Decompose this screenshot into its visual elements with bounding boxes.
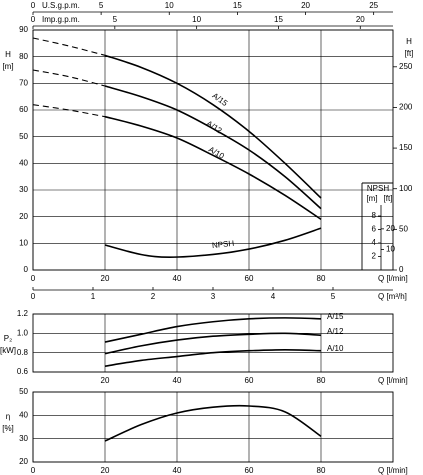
- x-tick-label: 0: [31, 1, 36, 10]
- y-tick-label: 40: [19, 410, 28, 419]
- x-tick-label: 10: [192, 15, 201, 24]
- y-tick-label: 4: [372, 238, 377, 247]
- x-tick-label: 5: [113, 15, 118, 24]
- curve-label: A/10: [327, 344, 344, 353]
- y2-tick-label: 250: [399, 62, 413, 71]
- y-tick-label: 50: [19, 132, 28, 141]
- y-unit: [m]: [366, 194, 377, 203]
- y-tick-label: 20: [19, 457, 28, 466]
- curve: [104, 115, 322, 220]
- x-tick-label: 20: [101, 274, 110, 283]
- x-tick-label: 80: [317, 274, 326, 283]
- x-tick-label: 10: [165, 1, 174, 10]
- x-tick-label: 5: [99, 1, 104, 10]
- x-tick-label: 0: [31, 274, 36, 283]
- y-tick-label: 10: [19, 238, 28, 247]
- x-axis-label: Q [l/min]: [378, 466, 408, 475]
- y2-axis-label: H: [406, 37, 412, 46]
- curve: [104, 332, 322, 355]
- y-tick-label: 0.8: [17, 348, 29, 357]
- x-tick-label: 5: [331, 292, 336, 301]
- y2-tick-label: 200: [399, 103, 413, 112]
- secondary-axis-label: Q [m³/h]: [378, 292, 407, 301]
- x-tick-label: 60: [245, 274, 254, 283]
- curve-label: NPSH: [211, 239, 234, 250]
- y-tick-label: 0.6: [17, 367, 29, 376]
- x-tick-label: 20: [101, 376, 110, 385]
- x-tick-label: 2: [151, 292, 156, 301]
- x-tick-label: 25: [369, 1, 378, 10]
- y-axis-label: P₂: [4, 334, 12, 343]
- x-axis-label: Q [l/min]: [378, 274, 408, 283]
- x-tick-label: 80: [317, 376, 326, 385]
- secondary-axis-label: U.S.g.p.m.: [42, 1, 80, 10]
- y-tick-label: 90: [19, 25, 28, 34]
- y-tick-label: 8: [372, 211, 377, 220]
- x-tick-label: 80: [317, 466, 326, 475]
- y-tick-label: 0: [24, 265, 29, 274]
- y-tick-label: 40: [19, 158, 28, 167]
- y-tick-label: 1.0: [17, 328, 29, 337]
- x-tick-label: 40: [173, 274, 182, 283]
- plot-frame: [32, 313, 394, 373]
- x-tick-label: 3: [211, 292, 216, 301]
- y-tick-label: 70: [19, 78, 28, 87]
- y-axis-unit: [kW]: [0, 346, 16, 355]
- x-tick-label: 40: [173, 466, 182, 475]
- x-tick-label: 15: [274, 15, 283, 24]
- y2-tick-label: 0: [399, 265, 404, 274]
- curve: [104, 317, 322, 343]
- y2-unit: [ft]: [384, 194, 393, 203]
- y-axis-label: η: [6, 412, 10, 421]
- y-tick-label: 20: [19, 212, 28, 221]
- y2-tick-label: 10: [386, 245, 395, 254]
- curve: [104, 85, 322, 210]
- y-axis-unit: [%]: [2, 424, 14, 433]
- y2-tick-label: 50: [399, 224, 408, 233]
- y-axis-unit: [m]: [2, 62, 13, 71]
- x-tick-label: 15: [233, 1, 242, 10]
- x-tick-label: 4: [271, 292, 276, 301]
- y2-tick-label: 100: [399, 184, 413, 193]
- curve: [104, 227, 322, 258]
- y2-axis-unit: [ft]: [405, 49, 414, 58]
- y-tick-label: 60: [19, 105, 28, 114]
- y-tick-label: 2: [372, 252, 377, 261]
- x-axis-label: Q [l/min]: [378, 376, 408, 385]
- curve-label: A/12: [327, 327, 344, 336]
- x-tick-label: 20: [101, 466, 110, 475]
- x-tick-label: 0: [31, 292, 36, 301]
- curve-label: A/15: [327, 312, 344, 321]
- y-tick-label: 30: [19, 185, 28, 194]
- x-tick-label: 60: [245, 376, 254, 385]
- curve: [104, 404, 322, 442]
- x-tick-label: 20: [356, 15, 365, 24]
- curve-extrapolated: [32, 69, 106, 87]
- y-tick-label: 1.2: [17, 309, 29, 318]
- curve-extrapolated: [32, 104, 106, 118]
- y-tick-label: 50: [19, 387, 28, 396]
- curve-label: A/10: [207, 145, 226, 161]
- curve: [104, 54, 322, 199]
- x-tick-label: 20: [301, 1, 310, 10]
- x-tick-label: 0: [31, 15, 36, 24]
- y-tick-label: 6: [372, 225, 377, 234]
- x-tick-label: 60: [245, 466, 254, 475]
- y-axis-label: H: [5, 50, 11, 59]
- y-tick-label: 30: [19, 434, 28, 443]
- x-tick-label: 1: [91, 292, 96, 301]
- plot-frame: [32, 391, 394, 463]
- x-tick-label: 40: [173, 376, 182, 385]
- y2-tick-label: 20: [386, 224, 395, 233]
- x-tick-label: 0: [31, 466, 36, 475]
- secondary-axis-label: Imp.g.p.m.: [42, 15, 80, 24]
- curve-extrapolated: [32, 37, 106, 56]
- curve: [104, 348, 322, 367]
- y-tick-label: 80: [19, 52, 28, 61]
- inset-title: NPSH: [367, 184, 389, 193]
- y2-tick-label: 150: [399, 143, 413, 152]
